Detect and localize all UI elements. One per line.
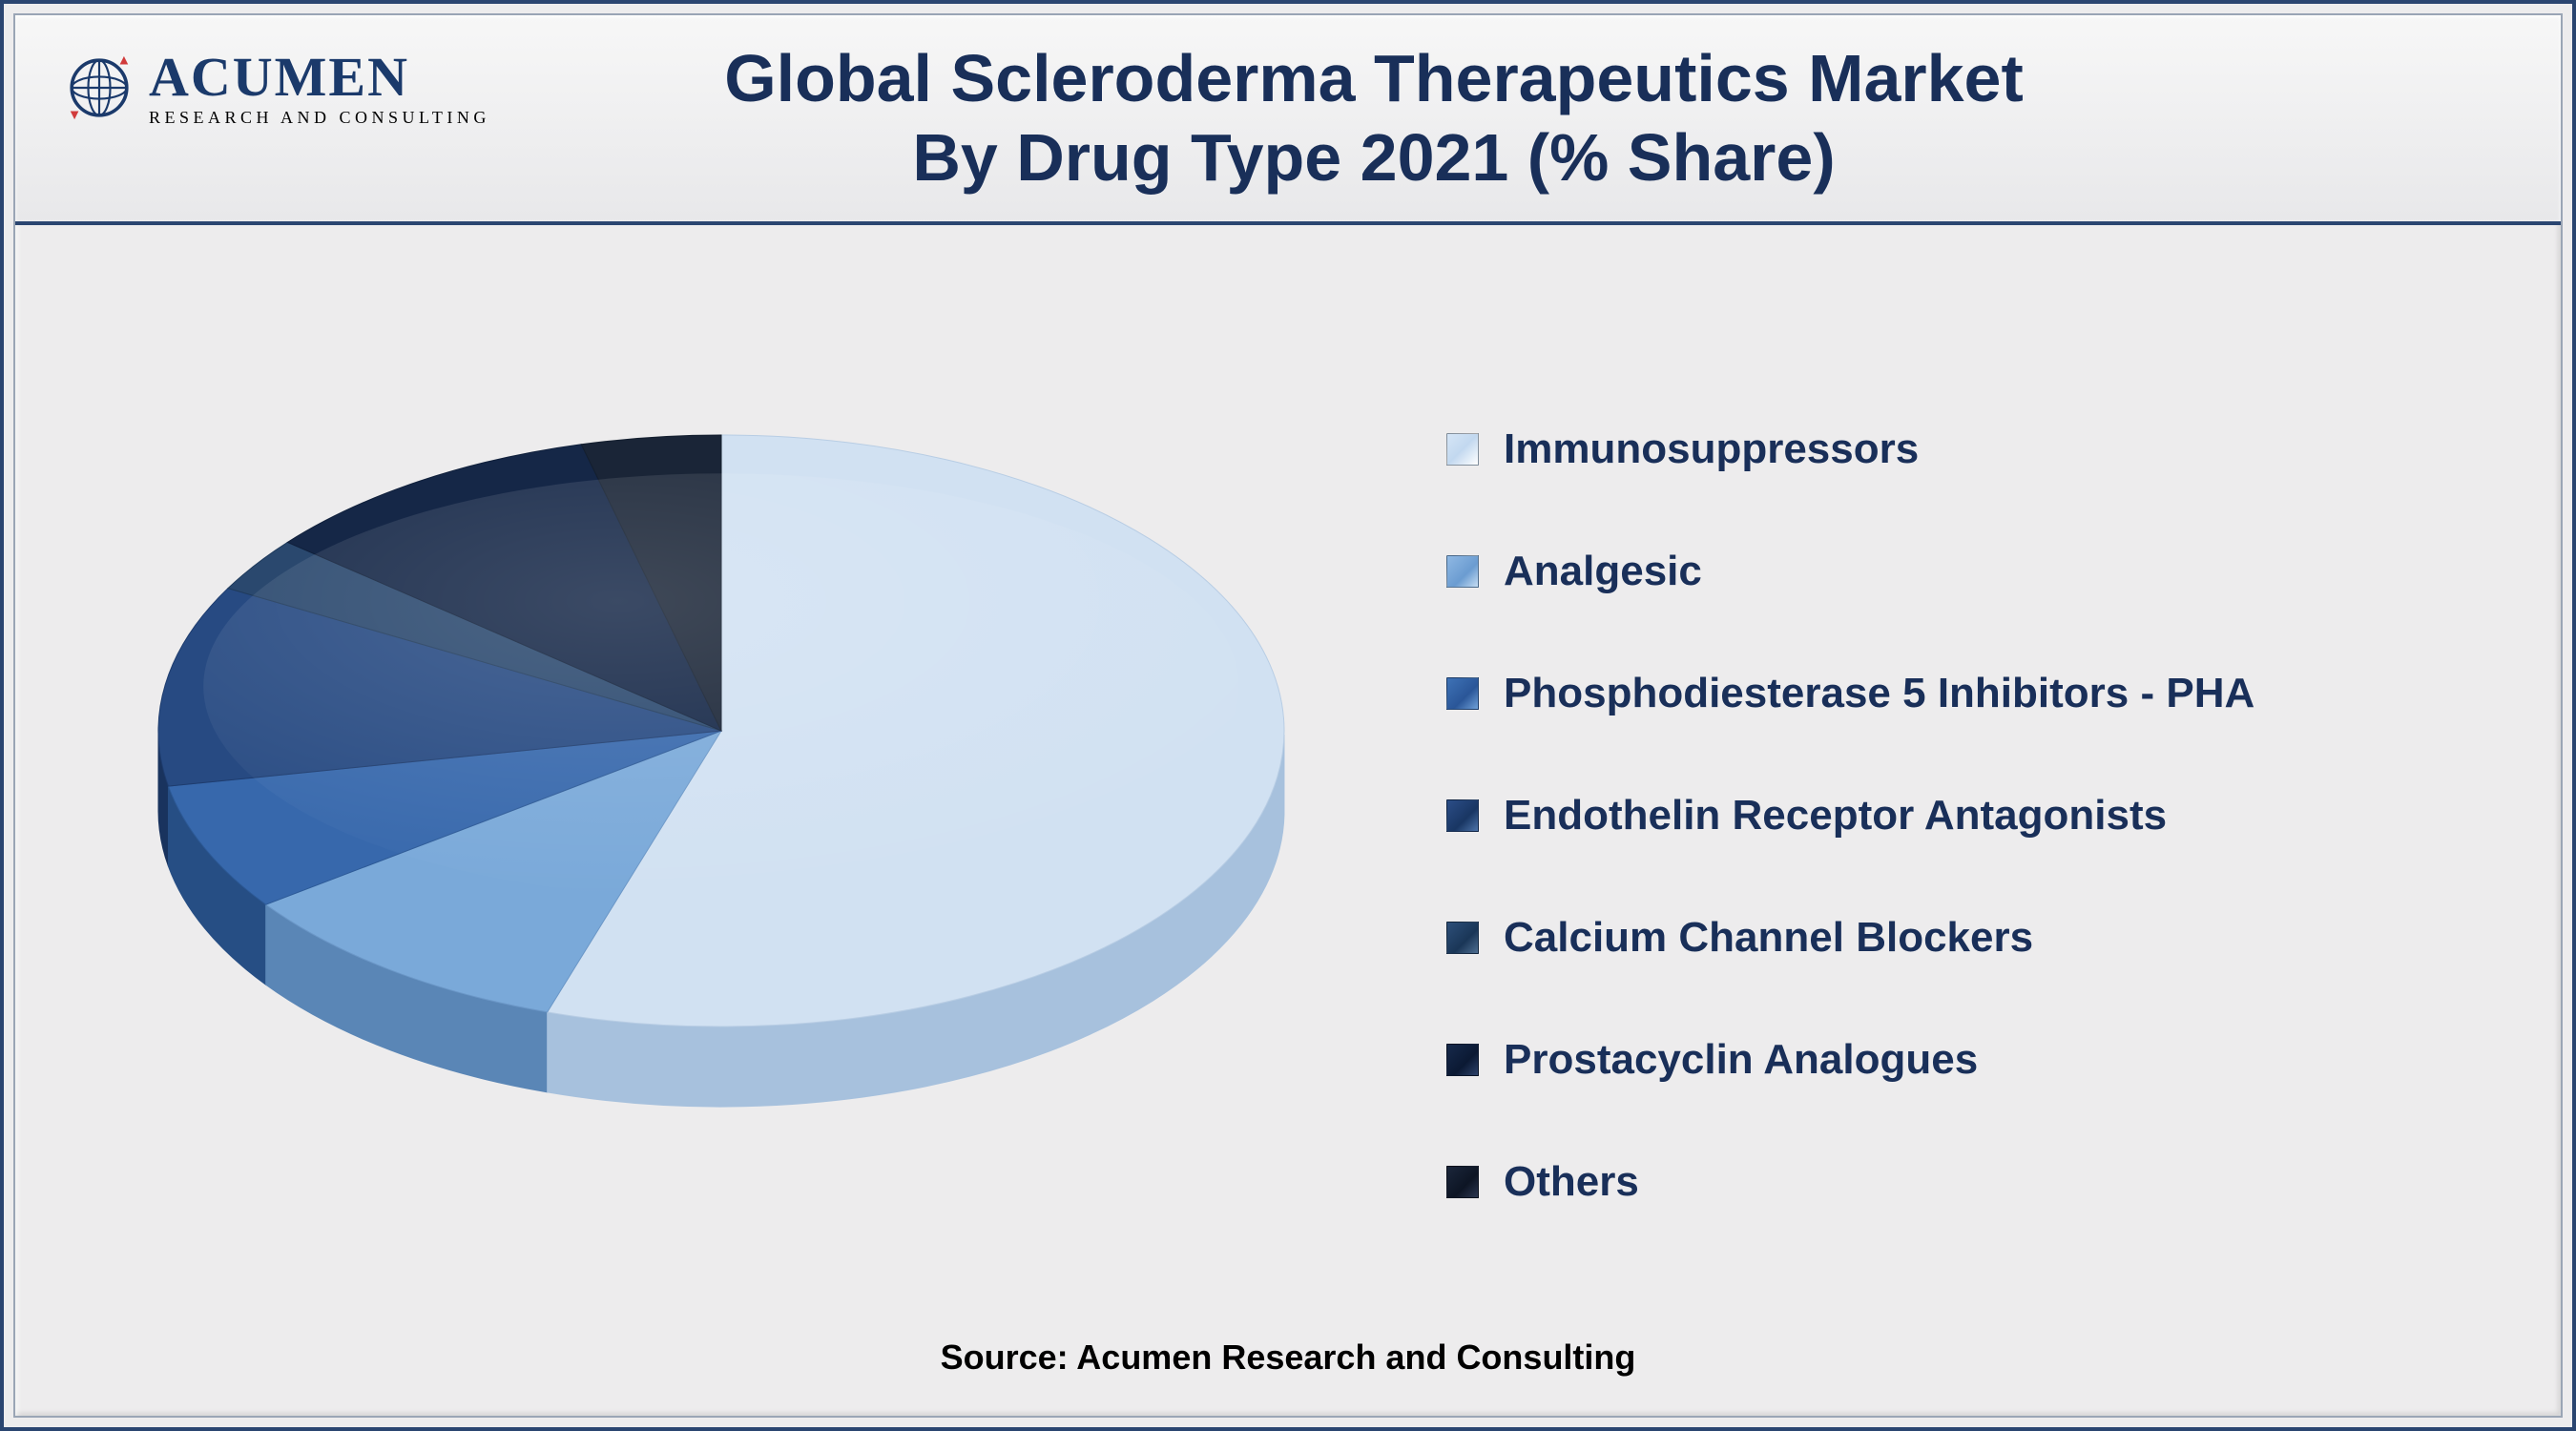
brand-logo: ACUMEN RESEARCH AND CONSULTING xyxy=(65,50,490,126)
legend-item-immuno: Immunosuppressors xyxy=(1446,425,2561,473)
legend-item-pha: Phosphodiesterase 5 Inhibitors - PHA xyxy=(1446,670,2561,717)
legend-label: Analgesic xyxy=(1504,548,1702,595)
outer-frame: ACUMEN RESEARCH AND CONSULTING Global Sc… xyxy=(0,0,2576,1431)
header-bar: ACUMEN RESEARCH AND CONSULTING Global Sc… xyxy=(15,15,2561,225)
legend-item-ccb: Calcium Channel Blockers xyxy=(1446,914,2561,962)
legend-label: Others xyxy=(1504,1158,1639,1206)
brand-text: ACUMEN RESEARCH AND CONSULTING xyxy=(149,50,490,126)
legend-swatch-icon xyxy=(1446,799,1479,832)
legend-swatch-icon xyxy=(1446,555,1479,588)
pie-zone xyxy=(15,225,1389,1416)
legend-label: Endothelin Receptor Antagonists xyxy=(1504,792,2167,840)
legend-swatch-icon xyxy=(1446,677,1479,710)
chart-title-line1: Global Scleroderma Therapeutics Market xyxy=(187,39,2561,118)
legend-label: Immunosuppressors xyxy=(1504,425,1919,473)
legend-swatch-icon xyxy=(1446,433,1479,466)
source-attribution: Source: Acumen Research and Consulting xyxy=(15,1338,2561,1378)
brand-secondary: RESEARCH AND CONSULTING xyxy=(149,109,490,126)
legend-swatch-icon xyxy=(1446,1166,1479,1198)
globe-icon xyxy=(65,53,134,122)
chart-body: Immunosuppressors Analgesic Phosphodiest… xyxy=(15,225,2561,1416)
pie-chart xyxy=(130,330,1332,1265)
legend: Immunosuppressors Analgesic Phosphodiest… xyxy=(1389,225,2561,1416)
legend-label: Calcium Channel Blockers xyxy=(1504,914,2033,962)
chart-title-line2: By Drug Type 2021 (% Share) xyxy=(187,118,2561,197)
legend-item-others: Others xyxy=(1446,1158,2561,1206)
legend-swatch-icon xyxy=(1446,1044,1479,1076)
legend-item-prost: Prostacyclin Analogues xyxy=(1446,1036,2561,1084)
legend-label: Prostacyclin Analogues xyxy=(1504,1036,1978,1084)
legend-label: Phosphodiesterase 5 Inhibitors - PHA xyxy=(1504,670,2254,717)
inner-panel: ACUMEN RESEARCH AND CONSULTING Global Sc… xyxy=(13,13,2563,1418)
legend-item-era: Endothelin Receptor Antagonists xyxy=(1446,792,2561,840)
legend-item-analgesic: Analgesic xyxy=(1446,548,2561,595)
brand-primary: ACUMEN xyxy=(149,50,490,105)
legend-swatch-icon xyxy=(1446,922,1479,954)
